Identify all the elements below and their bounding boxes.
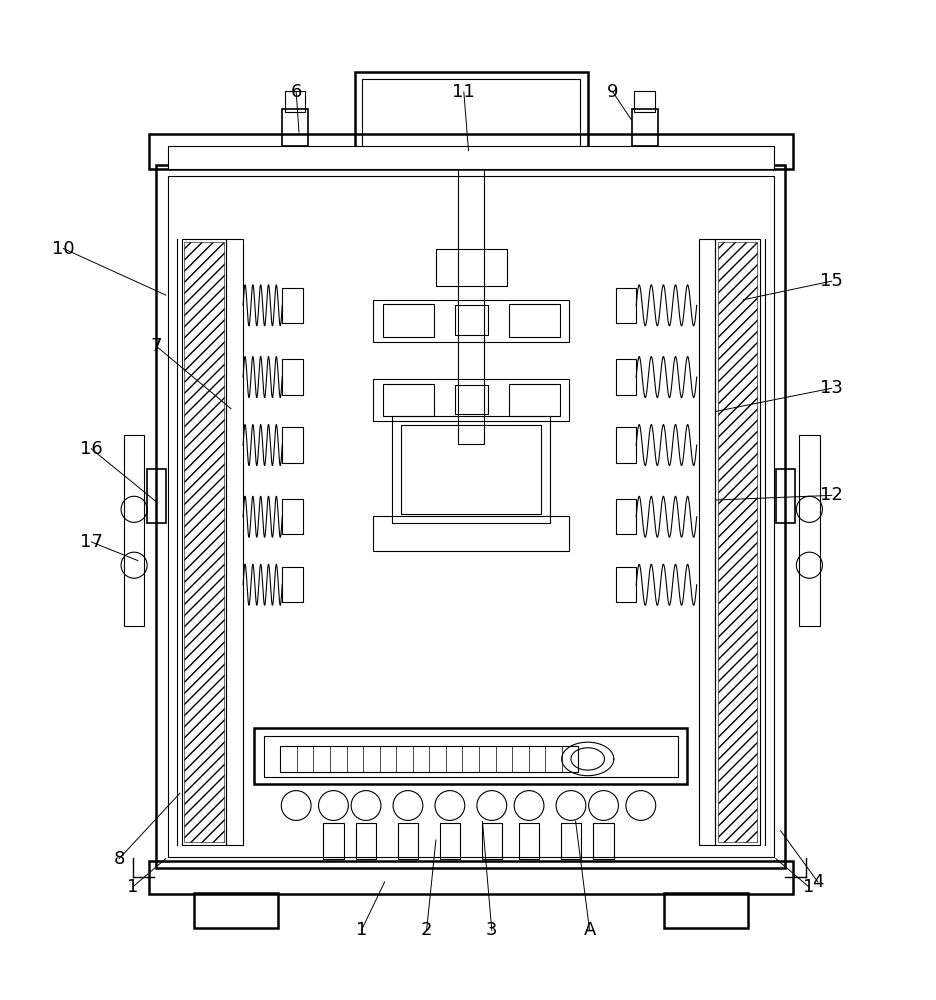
Bar (355, 72, 587, 155)
Text: 1: 1 (802, 878, 813, 896)
Bar (254, 728, 687, 784)
Bar (147, 469, 166, 523)
Text: 2: 2 (420, 921, 431, 939)
Bar (615, 359, 636, 395)
Text: 6: 6 (290, 83, 301, 101)
Text: 7: 7 (151, 337, 162, 355)
Bar (168, 146, 773, 169)
Bar (439, 823, 460, 859)
Text: 16: 16 (80, 440, 103, 458)
Bar (383, 304, 433, 337)
Bar (631, 109, 657, 146)
Bar (227, 239, 242, 845)
Bar (373, 379, 568, 421)
Bar (454, 385, 488, 414)
Text: 17: 17 (80, 533, 103, 551)
Bar (194, 893, 277, 928)
Bar (615, 288, 636, 323)
Bar (458, 158, 484, 444)
Bar (560, 823, 580, 859)
Bar (592, 823, 613, 859)
Bar (282, 109, 308, 146)
Bar (435, 249, 506, 286)
Bar (714, 239, 759, 845)
Bar (664, 893, 747, 928)
Text: 4: 4 (812, 873, 823, 891)
Text: 1: 1 (127, 878, 139, 896)
Bar (615, 427, 636, 463)
Bar (124, 435, 144, 626)
Bar (634, 91, 654, 112)
Bar (397, 823, 417, 859)
Bar (454, 305, 488, 335)
Bar (775, 469, 794, 523)
Bar (519, 823, 539, 859)
Text: 10: 10 (52, 240, 75, 258)
Bar (323, 823, 344, 859)
Text: 3: 3 (486, 921, 497, 939)
Bar (184, 242, 224, 842)
Bar (508, 384, 559, 416)
Text: 12: 12 (819, 486, 842, 504)
Bar (182, 239, 227, 845)
Bar (356, 823, 376, 859)
Bar (481, 823, 502, 859)
Bar (168, 176, 773, 857)
Bar (615, 567, 636, 602)
Text: 1: 1 (356, 921, 367, 939)
Bar (149, 134, 792, 169)
Text: 13: 13 (819, 379, 842, 397)
Bar (149, 861, 792, 894)
Text: 9: 9 (607, 83, 618, 101)
Bar (391, 416, 549, 523)
Bar (508, 304, 559, 337)
Bar (280, 746, 578, 772)
Text: 8: 8 (113, 850, 124, 868)
Bar (285, 91, 305, 112)
Bar (373, 300, 568, 342)
Bar (373, 516, 568, 551)
Bar (156, 165, 784, 868)
Bar (282, 427, 302, 463)
Bar (401, 425, 541, 514)
Bar (282, 359, 302, 395)
Bar (615, 499, 636, 534)
Text: 15: 15 (819, 272, 842, 290)
Bar (282, 499, 302, 534)
Bar (282, 567, 302, 602)
Bar (282, 288, 302, 323)
Bar (263, 736, 678, 777)
Bar (362, 79, 579, 148)
Bar (717, 242, 756, 842)
Text: A: A (583, 921, 595, 939)
Text: 11: 11 (452, 83, 475, 101)
Bar (798, 435, 819, 626)
Bar (383, 384, 433, 416)
Bar (698, 239, 714, 845)
